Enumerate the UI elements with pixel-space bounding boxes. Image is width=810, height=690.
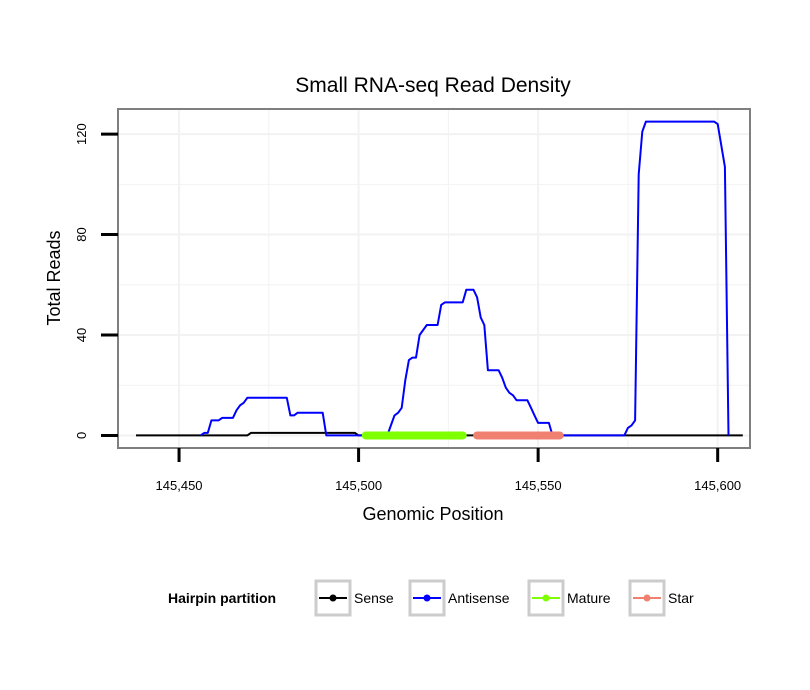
y-tick-label: 0 xyxy=(74,432,89,439)
legend-label-antisense: Antisense xyxy=(448,590,510,606)
legend-label-star: Star xyxy=(668,590,694,606)
x-tick-label: 145,600 xyxy=(694,478,741,493)
y-tick-label: 40 xyxy=(74,328,89,342)
legend-key-point xyxy=(643,594,651,602)
axes: 145,450 145,500 145,550 145,600 0 40 80 120 xyxy=(74,123,741,493)
y-tick-label: 80 xyxy=(74,227,89,241)
y-axis-label: Total Reads xyxy=(44,230,64,325)
x-tick-label: 145,450 xyxy=(156,478,203,493)
x-tick-label: 145,500 xyxy=(335,478,382,493)
x-axis-label: Genomic Position xyxy=(362,504,503,524)
legend-title: Hairpin partition xyxy=(168,590,276,606)
legend: Hairpin partition Sense Antisense Mature St… xyxy=(168,579,694,617)
x-tick-label: 145,550 xyxy=(515,478,562,493)
data-marks xyxy=(136,120,743,440)
legend-label-mature: Mature xyxy=(567,590,611,606)
series-line-antisense xyxy=(200,120,730,437)
legend-key-point xyxy=(542,594,550,602)
chart-title: Small RNA-seq Read Density xyxy=(295,74,571,97)
legend-key-point xyxy=(329,594,337,602)
legend-label-sense: Sense xyxy=(354,590,394,606)
y-tick-label: 120 xyxy=(74,123,89,145)
plot-border xyxy=(117,108,751,449)
legend-key-point xyxy=(423,594,431,602)
plot-panel xyxy=(118,109,750,448)
grid-lines xyxy=(118,109,750,448)
